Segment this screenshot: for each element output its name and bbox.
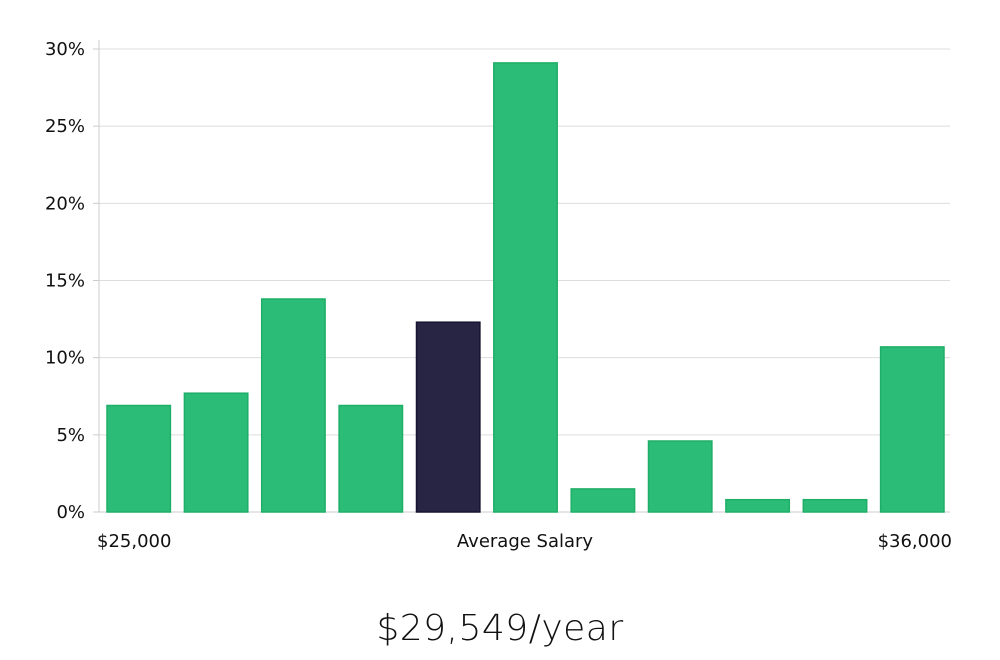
x-label-min: $25,000 — [97, 531, 171, 552]
bar-highlighted — [415, 321, 481, 513]
y-tick-label: 5% — [56, 425, 85, 446]
y-axis-ticks: 0% 5% 10% 15% 20% 25% 30% — [45, 39, 99, 523]
x-label-center: Average Salary — [457, 531, 594, 552]
y-tick-label: 30% — [45, 39, 85, 60]
y-tick-label: 10% — [45, 348, 85, 369]
bar — [725, 498, 791, 513]
bar — [260, 298, 326, 513]
bar — [879, 346, 945, 513]
bar — [570, 488, 636, 513]
bar — [338, 404, 404, 513]
y-tick-label: 25% — [45, 116, 85, 137]
bars — [106, 62, 945, 513]
bar — [647, 440, 713, 513]
bar — [106, 404, 172, 513]
y-tick-label: 15% — [45, 271, 85, 292]
salary-histogram-chart: 0% 5% 10% 15% 20% 25% 30% $25,000 Average Sala… — [45, 39, 952, 552]
average-salary-value: $29,549/year — [376, 608, 624, 649]
y-tick-label: 20% — [45, 193, 85, 214]
y-tick-label: 0% — [56, 502, 85, 523]
x-label-max: $36,000 — [878, 531, 952, 552]
bar — [802, 498, 868, 513]
bar — [493, 62, 558, 513]
bar — [183, 392, 249, 513]
